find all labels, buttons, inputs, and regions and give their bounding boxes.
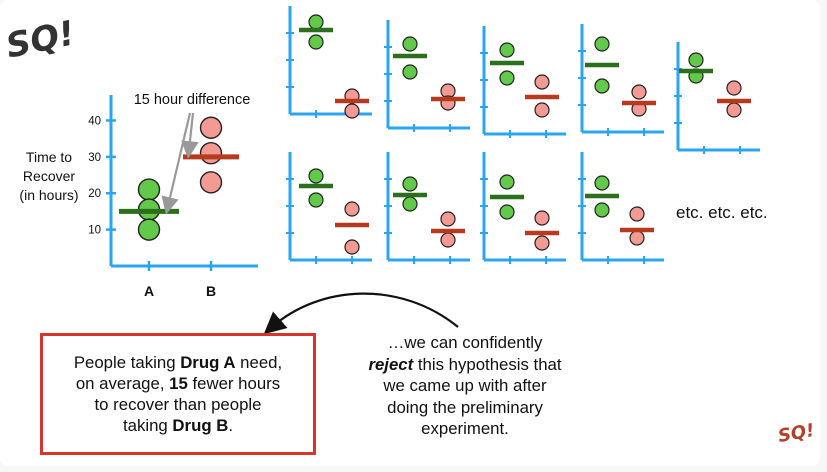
- mini-green-point: [499, 70, 515, 86]
- reject-line-2: reject this hypothesis that: [368, 354, 562, 374]
- mini-red-point: [629, 230, 645, 246]
- conclusion-line-2: on average, 15 fewer hours: [75, 374, 281, 393]
- mini-green-point: [499, 204, 515, 220]
- y-axis-label-line: (in hours): [19, 187, 78, 203]
- y-axis-label-line: Recover: [23, 168, 75, 184]
- data-point-a: [137, 178, 161, 201]
- conclusion-box: People taking Drug A need, on average, 1…: [40, 333, 316, 455]
- mini-red-point: [631, 84, 647, 100]
- reject-line-3: we came up with after: [383, 376, 547, 395]
- annotation-arrow-b: [181, 112, 199, 159]
- mini-red-point: [534, 210, 550, 226]
- y-tick-label: 20: [88, 188, 101, 200]
- mini-green-point: [594, 175, 610, 191]
- mini-red-point: [440, 211, 456, 227]
- reject-line-5: experiment.: [421, 419, 509, 438]
- mini-red-point: [534, 74, 550, 90]
- conclusion-line-3: to recover than people: [94, 395, 262, 414]
- data-point-a: [137, 218, 161, 241]
- mini-green-point: [594, 202, 610, 218]
- y-axis-label-line: Time to: [26, 149, 72, 165]
- mini-red-point: [534, 235, 550, 251]
- mini-green-point: [402, 64, 418, 80]
- reject-line-1: …we can confidently: [387, 333, 543, 352]
- mini-green-point: [402, 176, 418, 192]
- x-tick-label-b: B: [206, 283, 216, 299]
- mini-red-point: [726, 102, 742, 118]
- reject-statement: …we can confidently reject this hypothes…: [330, 332, 600, 440]
- mini-green-point: [308, 34, 324, 50]
- mini-green-point: [594, 78, 610, 94]
- mini-green-point: [308, 14, 324, 30]
- data-point-b: [199, 142, 223, 165]
- conclusion-line-1: People taking Drug A need,: [73, 353, 283, 372]
- mini-green-point: [499, 174, 515, 190]
- y-tick-label: 10: [88, 225, 101, 237]
- mini-green-point: [402, 196, 418, 212]
- mini-red-point: [344, 201, 360, 217]
- x-tick-label-a: A: [144, 283, 154, 299]
- replicate-experiments: [286, 6, 760, 264]
- mini-red-point: [629, 206, 645, 222]
- mini-green-point: [688, 52, 704, 68]
- back-arrow: [263, 292, 459, 335]
- conclusion-line-4: taking Drug B.: [122, 416, 234, 435]
- mini-green-point: [308, 192, 324, 208]
- y-tick-label: 30: [88, 152, 101, 164]
- mini-green-point: [499, 42, 515, 58]
- etc-label: etc. etc. etc.: [676, 203, 768, 222]
- mini-red-point: [726, 80, 742, 96]
- mini-red-point: [534, 102, 550, 118]
- main-chart: 10 20 30 40 A B Time to Recover (in hours) 15 hou…: [19, 92, 258, 299]
- mini-green-point: [594, 36, 610, 52]
- mini-green-point: [402, 36, 418, 52]
- mini-red-point: [344, 239, 360, 255]
- mini-red-point: [344, 103, 360, 119]
- data-point-b: [199, 171, 223, 194]
- mini-green-point: [308, 168, 324, 184]
- difference-annotation: 15 hour difference: [134, 92, 251, 108]
- mini-red-point: [440, 232, 456, 248]
- annotation-arrow-a: [161, 112, 192, 215]
- y-tick-label: 40: [88, 115, 101, 127]
- reject-line-4: doing the preliminary: [387, 397, 543, 417]
- data-point-b: [199, 116, 223, 139]
